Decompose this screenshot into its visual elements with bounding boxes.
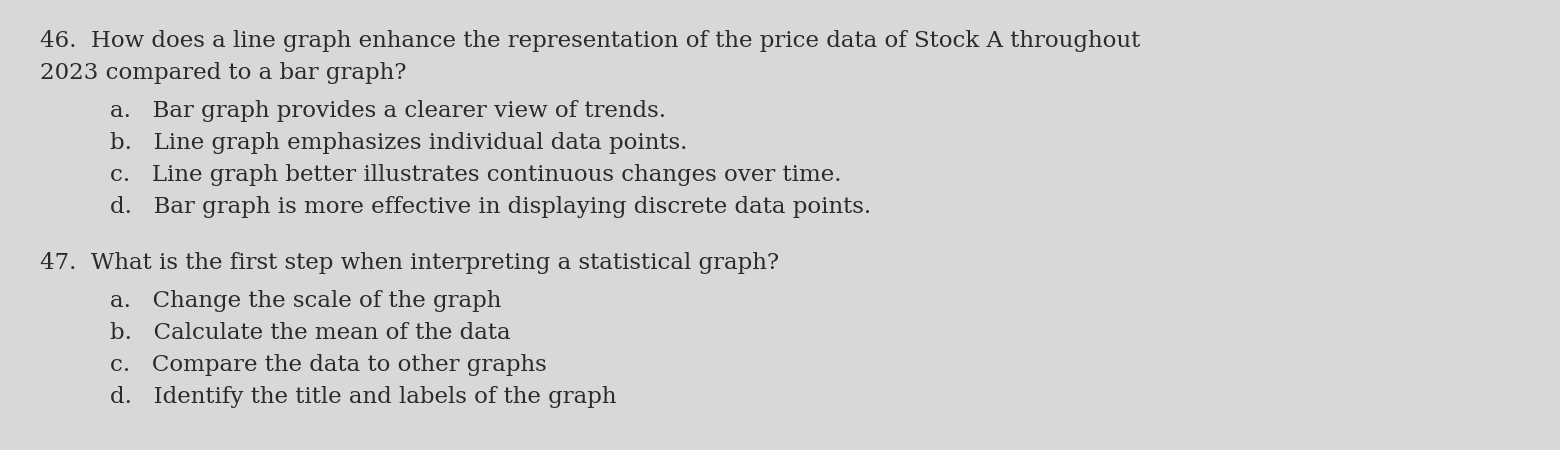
- Text: c.   Line graph better illustrates continuous changes over time.: c. Line graph better illustrates continu…: [111, 164, 841, 186]
- Text: a.   Bar graph provides a clearer view of trends.: a. Bar graph provides a clearer view of …: [111, 100, 666, 122]
- Text: c.   Compare the data to other graphs: c. Compare the data to other graphs: [111, 354, 546, 376]
- Text: b.   Line graph emphasizes individual data points.: b. Line graph emphasizes individual data…: [111, 132, 688, 154]
- Text: b.   Calculate the mean of the data: b. Calculate the mean of the data: [111, 322, 510, 344]
- Text: d.   Bar graph is more effective in displaying discrete data points.: d. Bar graph is more effective in displa…: [111, 196, 870, 218]
- Text: a.   Change the scale of the graph: a. Change the scale of the graph: [111, 290, 501, 312]
- Text: 46.  How does a line graph enhance the representation of the price data of Stock: 46. How does a line graph enhance the re…: [41, 30, 1140, 52]
- Text: d.   Identify the title and labels of the graph: d. Identify the title and labels of the …: [111, 386, 616, 408]
- Text: 2023 compared to a bar graph?: 2023 compared to a bar graph?: [41, 62, 407, 84]
- Text: 47.  What is the first step when interpreting a statistical graph?: 47. What is the first step when interpre…: [41, 252, 778, 274]
